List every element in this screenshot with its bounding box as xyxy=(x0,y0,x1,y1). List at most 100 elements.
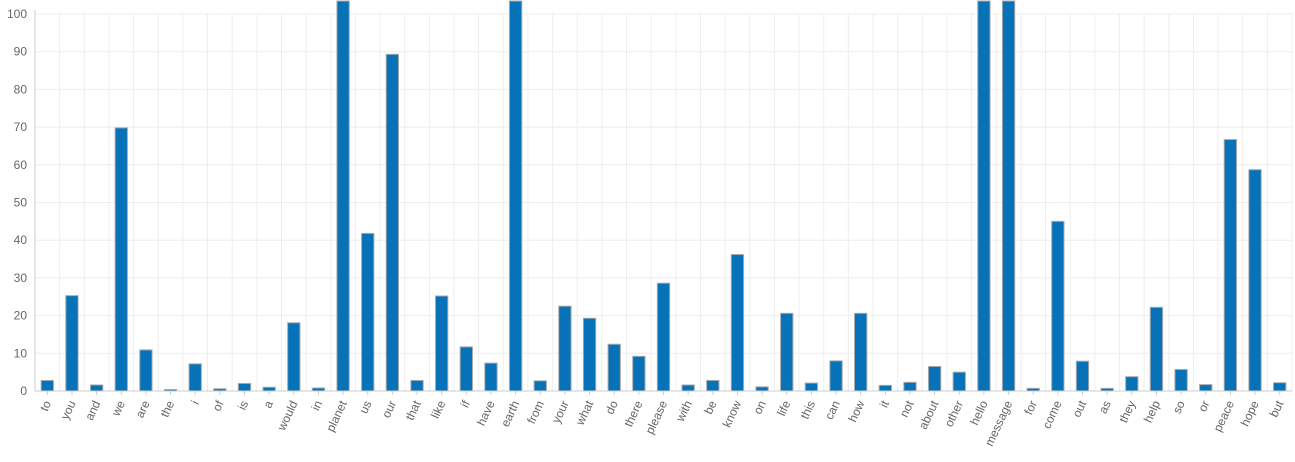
bar xyxy=(1075,360,1090,392)
bar xyxy=(262,386,276,392)
bar xyxy=(410,379,424,392)
y-tick-label: 50 xyxy=(14,196,28,210)
x-tick-label: know xyxy=(720,398,745,430)
bar xyxy=(706,379,720,392)
bar xyxy=(1273,382,1287,392)
bars xyxy=(40,0,1287,392)
x-tick-label: or xyxy=(1195,398,1212,414)
bar xyxy=(508,0,523,392)
x-tick-label: on xyxy=(750,398,768,416)
bar xyxy=(1125,376,1139,392)
x-tick-label: are xyxy=(133,398,153,420)
x-tick-label: like xyxy=(428,398,448,421)
y-tick-label: 90 xyxy=(14,45,28,59)
x-tick-label: about xyxy=(916,398,942,432)
bar xyxy=(927,365,942,392)
x-tick-label: i xyxy=(188,398,202,406)
y-tick-label: 70 xyxy=(14,120,28,134)
bar xyxy=(1051,220,1065,392)
x-tick-label: is xyxy=(235,398,251,412)
bar xyxy=(1248,169,1262,392)
bar xyxy=(114,127,128,392)
x-tick-label: from xyxy=(524,398,547,426)
x-tick-label: would xyxy=(274,398,300,433)
bar xyxy=(89,384,104,392)
x-tick-label: for xyxy=(1021,398,1040,417)
bar xyxy=(607,343,621,392)
x-tick-label: hello xyxy=(967,398,991,427)
x-tick-label: this xyxy=(798,398,819,421)
bar xyxy=(755,386,769,392)
bar xyxy=(65,295,79,392)
x-tick-label: we xyxy=(108,398,128,419)
x-tick-label: of xyxy=(210,398,227,414)
bar xyxy=(1199,384,1213,392)
x-tick-label: out xyxy=(1069,398,1089,420)
x-tick-label: peace xyxy=(1211,398,1238,434)
bar xyxy=(336,0,350,392)
bar xyxy=(903,381,917,392)
bar xyxy=(40,379,54,392)
bar xyxy=(1174,369,1188,392)
x-tick-label: what xyxy=(572,398,596,428)
x-tick-label: planet xyxy=(323,398,350,434)
bar xyxy=(237,382,252,392)
x-tick-label: there xyxy=(621,398,645,429)
x-tick-label: that xyxy=(403,398,424,423)
x-tick-label: not xyxy=(897,398,917,420)
bar xyxy=(1149,306,1164,392)
y-tick-labels: 0 10 20 30 40 50 60 70 80 90 100 xyxy=(7,7,27,398)
x-tick-label: be xyxy=(701,398,719,416)
bar xyxy=(829,360,843,392)
x-tick-label: with xyxy=(673,398,695,424)
bar xyxy=(656,282,671,392)
x-tick-label: so xyxy=(1170,398,1188,416)
bar xyxy=(188,363,202,392)
y-tick-label: 40 xyxy=(14,233,28,247)
y-tick-label: 20 xyxy=(14,309,28,323)
y-tick-label: 30 xyxy=(14,271,28,285)
x-tick-label: if xyxy=(458,398,474,410)
x-tick-label: but xyxy=(1267,398,1287,420)
bar xyxy=(459,346,473,392)
y-tick-label: 80 xyxy=(14,82,28,96)
bar xyxy=(361,232,375,392)
x-tick-label: our xyxy=(379,398,399,420)
bar xyxy=(804,382,819,392)
x-tick-label: earth xyxy=(498,398,522,429)
bar xyxy=(1001,0,1016,392)
x-tick-label: do xyxy=(603,398,621,416)
bar xyxy=(484,362,498,392)
bar xyxy=(878,384,892,392)
x-tick-label: have xyxy=(474,398,498,428)
x-tick-label: help xyxy=(1141,398,1163,425)
x-tick-label: other xyxy=(942,398,966,429)
bar xyxy=(632,355,646,392)
bar xyxy=(952,371,966,392)
x-tick-label: can xyxy=(822,398,843,421)
bar xyxy=(139,349,153,392)
x-tick-label: how xyxy=(845,398,867,424)
x-tick-label: please xyxy=(643,398,671,436)
axes xyxy=(34,10,1292,395)
bar xyxy=(681,384,695,392)
bar xyxy=(558,305,572,392)
bar xyxy=(435,295,449,392)
bar xyxy=(287,322,301,392)
y-tick-label: 0 xyxy=(20,384,27,398)
x-tick-label: the xyxy=(158,398,178,419)
x-tick-label: they xyxy=(1116,398,1138,424)
bar xyxy=(854,312,868,392)
bar xyxy=(730,254,745,392)
x-tick-label: to xyxy=(37,398,54,413)
x-tick-label: hope xyxy=(1238,398,1262,428)
x-tick-label: as xyxy=(1096,398,1114,415)
x-tick-label: come xyxy=(1039,398,1064,431)
x-tick-label: life xyxy=(774,398,793,418)
bar xyxy=(977,0,991,392)
bar xyxy=(385,53,400,392)
bar xyxy=(533,380,547,392)
